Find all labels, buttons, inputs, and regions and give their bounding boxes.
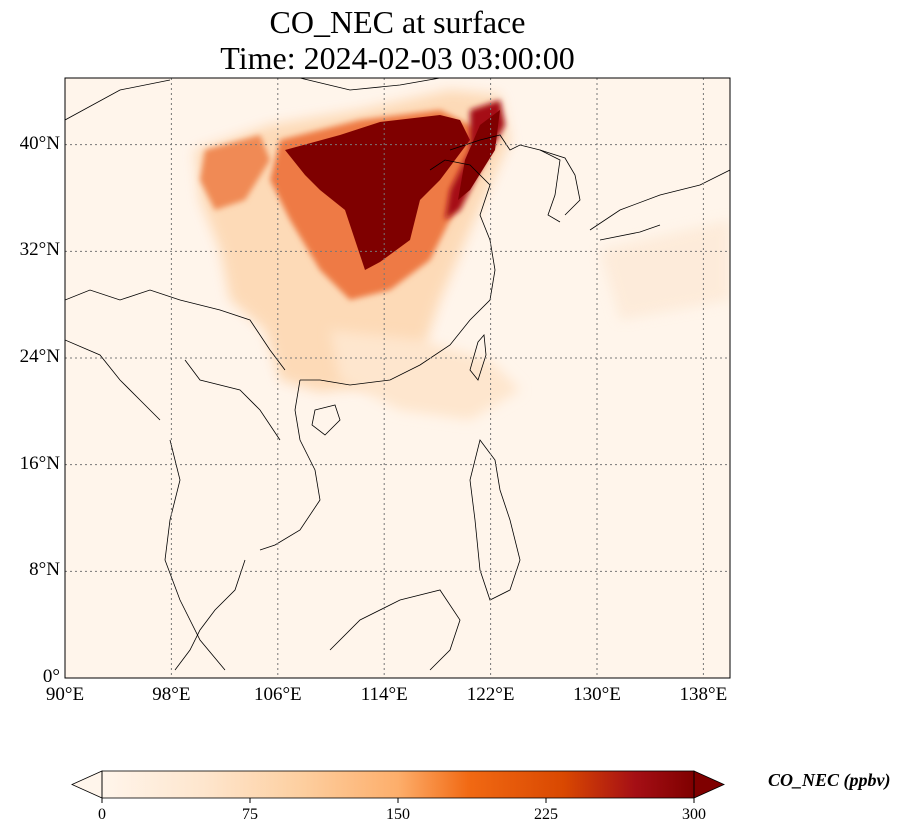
- latitude-tick-label: 40°N: [19, 132, 60, 154]
- colorbar-tick-label: 300: [682, 806, 706, 823]
- colorbar-max-arrow: [693, 770, 725, 799]
- map-timestamp: Time: 2024-02-03 03:00:00: [220, 40, 575, 76]
- latitude-tick-label: 0°: [42, 666, 60, 687]
- colorbar-min-arrow: [71, 770, 103, 799]
- coastlines: [65, 78, 730, 671]
- longitude-tick-label: 106°E: [253, 684, 302, 705]
- longitude-tick-label: 90°E: [45, 684, 85, 705]
- latitude-tick-label: 8°N: [29, 559, 60, 581]
- longitude-tick-label: 138°E: [679, 684, 728, 705]
- colorbar-tick-label: 150: [386, 806, 410, 823]
- colorbar-tick-label: 75: [242, 806, 258, 823]
- colorbar: [71, 770, 725, 803]
- map-frame: [64, 77, 731, 679]
- concentration-field: [65, 78, 730, 678]
- colorbar-tick-label: 225: [534, 806, 558, 823]
- latitude-tick-label: 16°N: [19, 452, 60, 474]
- longitude-tick-label: 98°E: [152, 684, 191, 705]
- colorbar-tick-label: 0: [98, 806, 106, 823]
- graticule: [65, 78, 730, 678]
- longitude-tick-label: 122°E: [466, 684, 515, 705]
- latitude-tick-label: 24°N: [19, 346, 60, 367]
- latitude-tick-label: 32°N: [19, 239, 60, 261]
- longitude-tick-label: 130°E: [573, 684, 621, 705]
- colorbar-label: CO_NEC (ppbv): [768, 770, 891, 790]
- longitude-tick-label: 114°E: [360, 684, 408, 705]
- map-title: CO_NEC at surface: [269, 4, 526, 40]
